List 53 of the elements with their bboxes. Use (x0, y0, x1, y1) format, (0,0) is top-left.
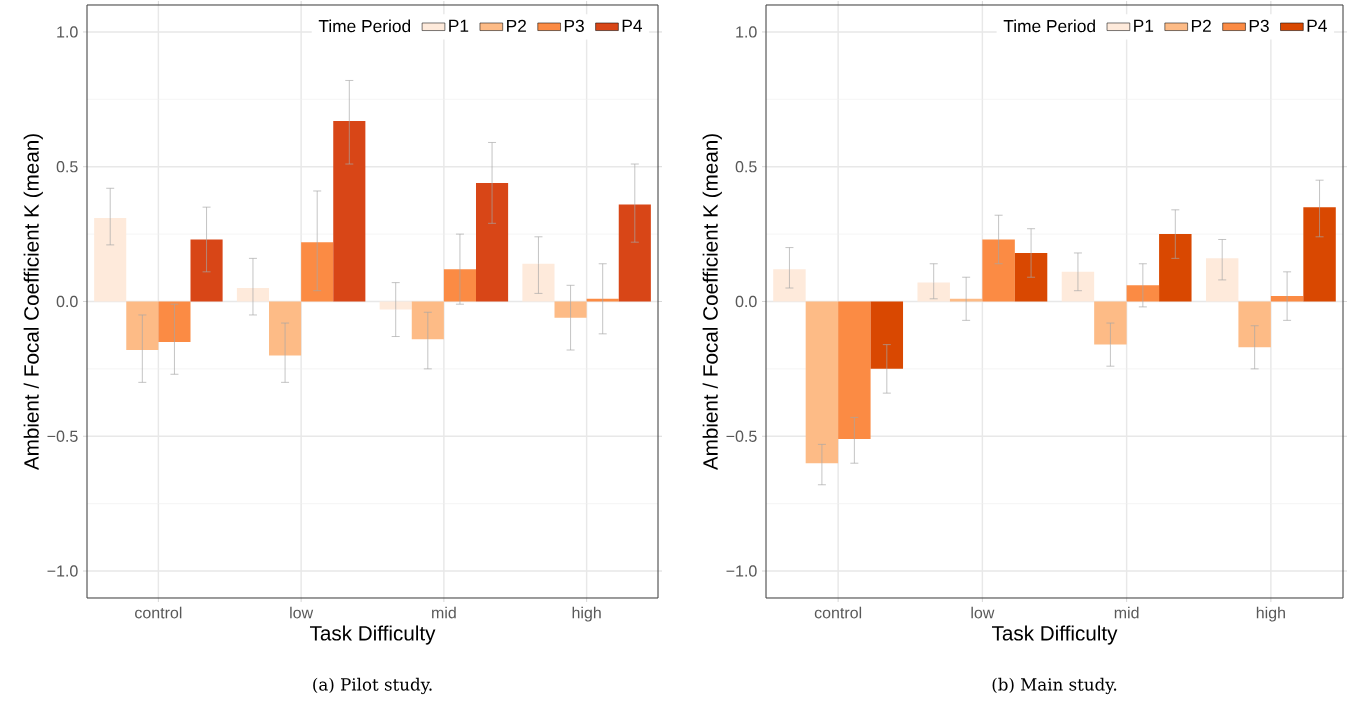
x-tick-label: control (135, 606, 182, 619)
x-tick-label: high (1256, 606, 1285, 622)
y-tick-label: −0.5 (47, 430, 78, 442)
bar (554, 301, 587, 318)
x-axis-title: Task Difficulty (309, 625, 436, 645)
legend-label: P3 (1249, 19, 1269, 32)
legend-label: P2 (507, 19, 526, 32)
bar (379, 301, 412, 310)
bar (236, 288, 270, 302)
bar (1303, 207, 1336, 302)
text: (a) Pilot study. (313, 677, 432, 695)
y-tick-label: 0.0 (56, 295, 78, 308)
y-axis-title: Ambient / Focal Coefficient K (mean) (23, 134, 43, 471)
y-tick-label: −0.5 (726, 430, 757, 442)
y-tick-label: −1.0 (726, 565, 757, 577)
legend-label: P4 (622, 19, 642, 32)
y-tick-label: 0.0 (735, 295, 757, 308)
bar (982, 239, 1015, 302)
bar (838, 301, 871, 439)
bar (1126, 285, 1160, 302)
y-tick-label: 1.0 (736, 26, 757, 38)
x-tick-label: mid (432, 606, 456, 619)
legend-label: P2 (1191, 19, 1211, 32)
legend-label: P3 (564, 19, 584, 32)
x-tick-label: high (572, 606, 601, 622)
bar (917, 282, 950, 302)
bar (870, 301, 904, 369)
text: (b) Main study. (992, 677, 1117, 695)
bar (94, 217, 127, 302)
legend-title: Time Period (1003, 19, 1095, 33)
y-tick-label: −1.0 (47, 565, 78, 577)
x-tick-label: low (971, 606, 995, 619)
x-axis-title: Task Difficulty (991, 625, 1118, 645)
bar (618, 204, 651, 302)
bar (1159, 234, 1192, 302)
bar (476, 182, 509, 302)
x-tick-label: mid (1114, 606, 1139, 619)
y-tick-label: 0.5 (56, 161, 78, 173)
legend-label: P4 (1307, 19, 1327, 32)
legend-label: P1 (1134, 19, 1154, 32)
x-tick-label: low (290, 606, 314, 619)
y-tick-label: 0.5 (735, 161, 757, 173)
bar (333, 120, 366, 302)
bar (1238, 301, 1271, 348)
y-axis-title: Ambient / Focal Coefficient K (mean) (702, 134, 722, 471)
x-tick-label: control (814, 606, 862, 619)
bar (1205, 258, 1239, 302)
y-tick-label: 1.0 (57, 26, 78, 38)
legend-title: Time Period (318, 19, 411, 33)
bar (805, 301, 839, 464)
legend-label: P1 (449, 19, 469, 32)
bar (1094, 301, 1127, 345)
bar (1014, 252, 1048, 302)
